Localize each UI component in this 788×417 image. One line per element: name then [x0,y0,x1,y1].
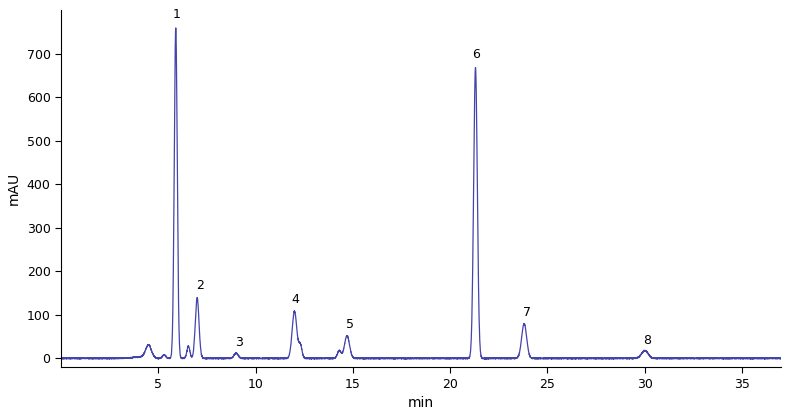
Text: 7: 7 [523,306,531,319]
Text: 8: 8 [643,334,651,347]
X-axis label: min: min [408,396,434,410]
Y-axis label: mAU: mAU [7,172,21,205]
Text: 5: 5 [346,318,354,331]
Text: 6: 6 [473,48,481,61]
Text: 1: 1 [173,8,180,21]
Text: 4: 4 [292,293,299,306]
Text: 3: 3 [235,336,243,349]
Text: 2: 2 [196,279,204,292]
